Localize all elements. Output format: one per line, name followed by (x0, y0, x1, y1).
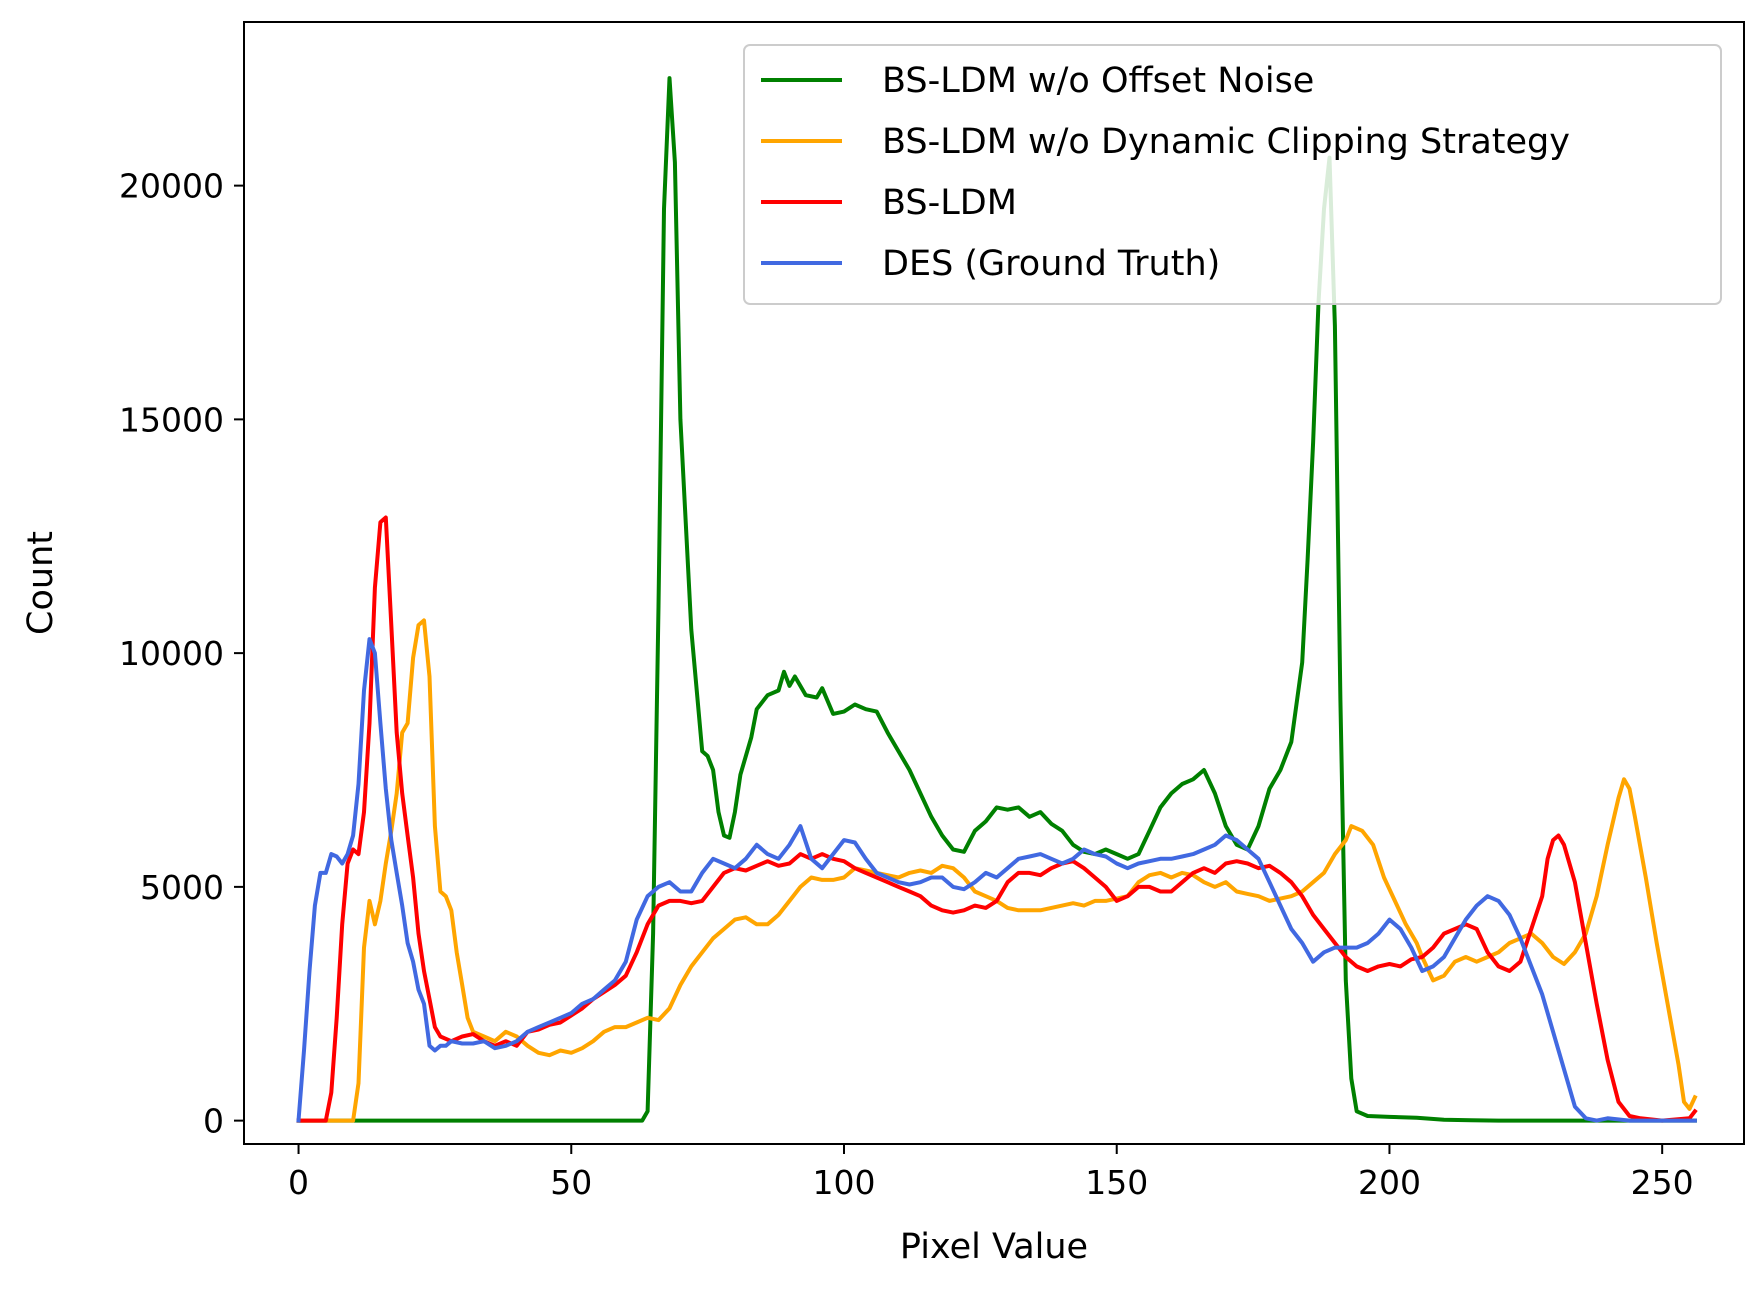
x-axis-label: Pixel Value (900, 1227, 1088, 1267)
series-line-0 (296, 76, 1697, 1123)
legend-label-2: BS-LDM (882, 183, 1017, 223)
x-axis: 0 50 100 150 200 250 (288, 1144, 1694, 1202)
y-axis: 0 5000 10000 15000 20000 (119, 167, 244, 1141)
y-tick-label: 10000 (119, 634, 224, 673)
x-tick-label: 250 (1631, 1163, 1694, 1202)
legend-label-0: BS-LDM w/o Offset Noise (882, 61, 1314, 101)
x-tick-label: 100 (813, 1163, 876, 1202)
y-tick-label: 5000 (140, 868, 224, 907)
series-layer (296, 76, 1698, 1123)
y-tick-label: 0 (203, 1102, 224, 1141)
series-line-3 (296, 637, 1697, 1123)
plot-frame (243, 21, 1745, 1145)
y-tick-label: 20000 (119, 167, 224, 206)
y-tick-label: 15000 (119, 400, 224, 439)
y-axis-label: Count (21, 531, 61, 635)
legend-label-3: DES (Ground Truth) (882, 244, 1220, 284)
legend-box (743, 44, 1722, 305)
x-tick-label: 50 (550, 1163, 592, 1202)
legend: BS-LDM w/o Offset Noise BS-LDM w/o Dynami… (743, 44, 1722, 305)
x-tick-label: 150 (1085, 1163, 1148, 1202)
x-tick-label: 0 (288, 1163, 309, 1202)
series-line-1 (296, 618, 1698, 1123)
x-tick-label: 200 (1358, 1163, 1421, 1202)
legend-label-1: BS-LDM w/o Dynamic Clipping Strategy (882, 122, 1570, 162)
